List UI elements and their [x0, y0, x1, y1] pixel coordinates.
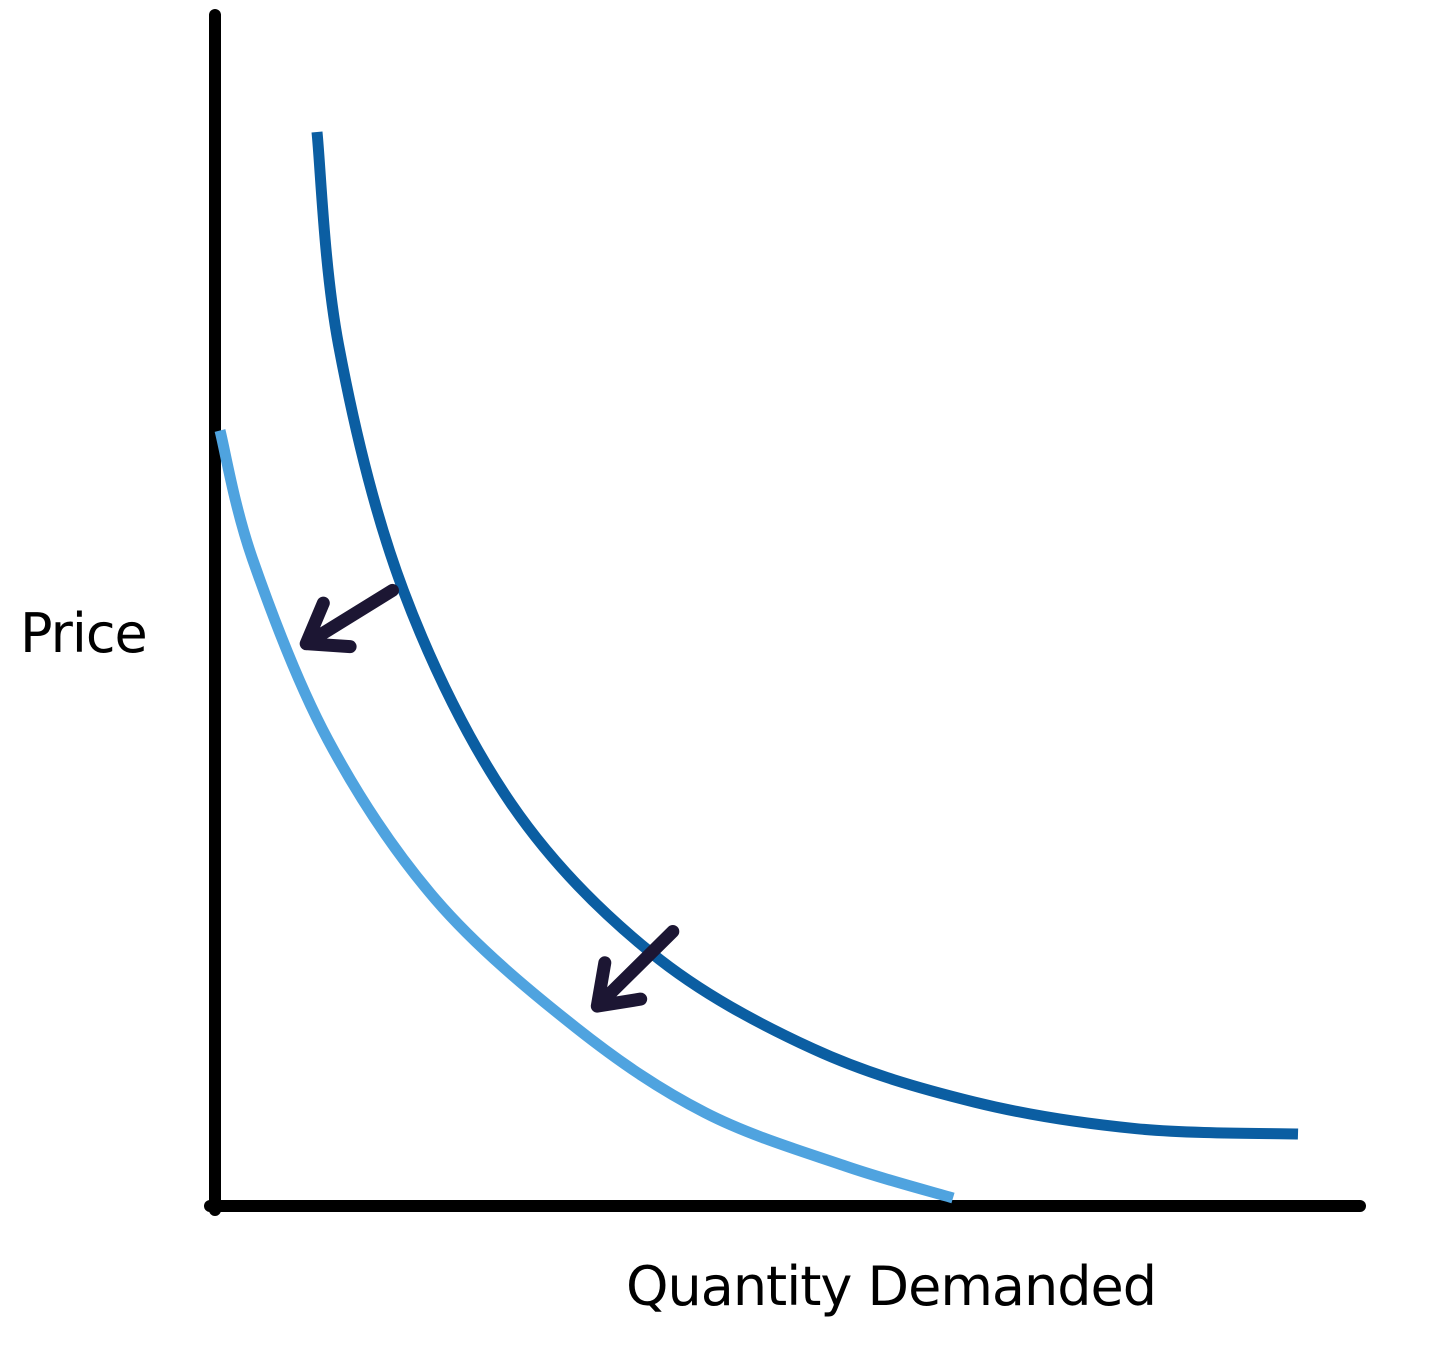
shift-arrow-1: [299, 583, 399, 654]
series-layer: [214, 131, 1299, 1204]
shift-arrow-2: [590, 925, 680, 1013]
annotation-layer: [299, 583, 680, 1013]
demand-curve-2: [214, 429, 955, 1204]
x-axis-label: Quantity Demanded: [626, 1255, 1157, 1318]
y-axis-label: Price: [20, 602, 148, 665]
demand-curve-1: [311, 131, 1299, 1140]
